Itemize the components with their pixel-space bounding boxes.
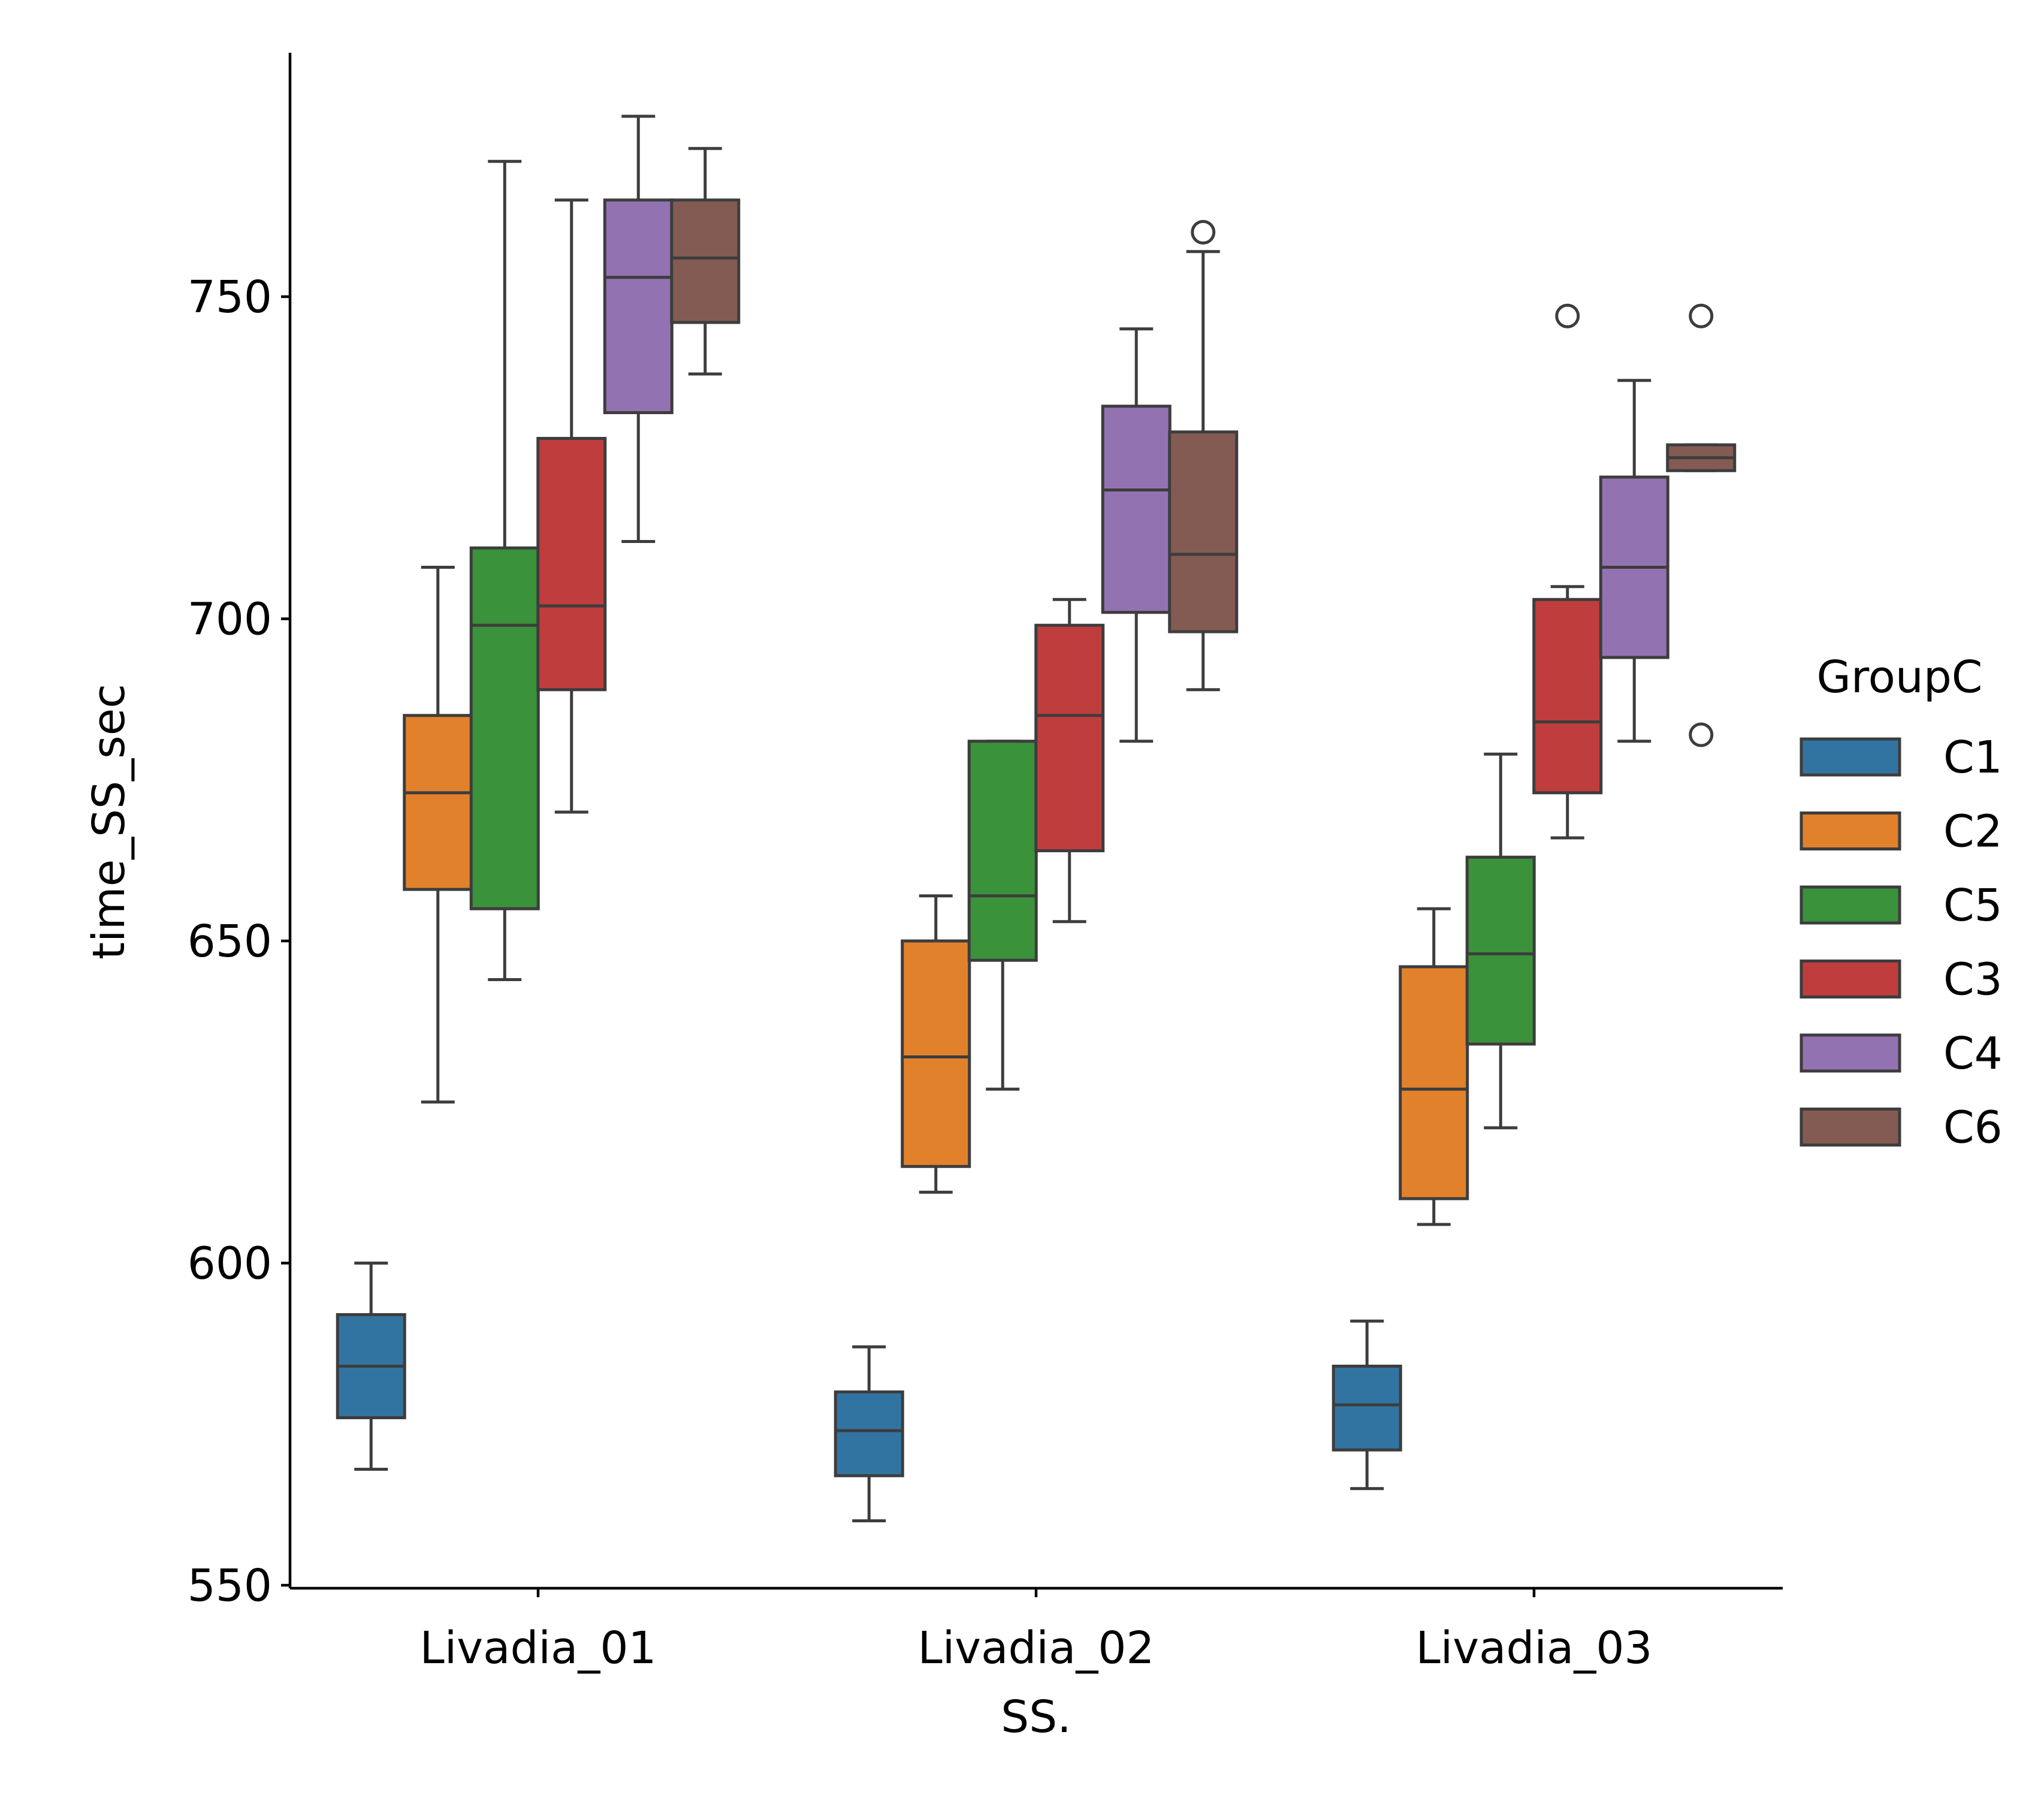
- box-C6-Livadia_03: [1666, 303, 1737, 747]
- box-C2-Livadia_02: [901, 894, 971, 1194]
- y-tick-label: 550: [188, 1560, 272, 1612]
- x-tick-label: Livadia_01: [420, 1622, 657, 1674]
- box-body: [967, 740, 1038, 962]
- legend-swatch: [1800, 960, 1901, 998]
- box-C3-Livadia_01: [536, 198, 607, 814]
- box-C4-Livadia_03: [1599, 379, 1669, 743]
- box-body: [1168, 430, 1239, 633]
- box-C5-Livadia_01: [469, 159, 540, 981]
- outlier-point: [1689, 303, 1714, 328]
- legend-label: C3: [1943, 954, 2003, 1006]
- y-tick-label: 750: [188, 271, 272, 323]
- box-body: [1034, 623, 1105, 852]
- box-C3-Livadia_03: [1532, 303, 1603, 840]
- legend-item-C2: C2: [1800, 806, 2003, 858]
- outlier-point: [1555, 303, 1580, 328]
- legend-item-C4: C4: [1800, 1028, 2003, 1079]
- box-C5-Livadia_02: [967, 740, 1038, 1091]
- box-body: [1332, 1365, 1402, 1452]
- legend-swatch: [1800, 885, 1901, 925]
- box-body: [1465, 855, 1536, 1046]
- legend-item-C1: C1: [1800, 732, 2003, 783]
- x-tick-label: Livadia_02: [918, 1622, 1155, 1674]
- box-body: [536, 437, 607, 692]
- legend-label: C1: [1943, 732, 2003, 783]
- y-tick-label: 600: [188, 1238, 272, 1290]
- box-body: [603, 198, 674, 414]
- box-body: [901, 939, 971, 1168]
- legend-label: C5: [1943, 880, 2003, 931]
- y-tick-label: 700: [188, 594, 272, 645]
- box-C2-Livadia_01: [403, 566, 473, 1104]
- x-axis-title: SS.: [1001, 1691, 1071, 1743]
- box-C6-Livadia_02: [1168, 220, 1239, 692]
- y-axis-ticks: 550 600 650 700 750: [188, 271, 290, 1612]
- plot-area: [336, 114, 1737, 1522]
- legend-items: C1 C2 C5 C3 C4 C6: [1800, 732, 2003, 1154]
- legend-title: GroupC: [1817, 651, 1983, 703]
- box-C1-Livadia_01: [336, 1262, 406, 1471]
- legend-label: C4: [1943, 1028, 2003, 1079]
- legend-swatch: [1800, 1033, 1901, 1073]
- legend-item-C5: C5: [1800, 880, 2003, 931]
- legend-swatch: [1800, 811, 1901, 850]
- legend-item-C6: C6: [1800, 1102, 2003, 1154]
- box-body: [670, 198, 741, 324]
- box-body: [1101, 405, 1172, 614]
- legend-label: C2: [1943, 806, 2003, 858]
- box-body: [403, 714, 473, 891]
- box-body: [1399, 965, 1469, 1200]
- outlier-point: [1191, 220, 1216, 245]
- x-axis-ticks: Livadia_01 Livadia_02 Livadia_03: [420, 1588, 1653, 1674]
- legend-swatch: [1800, 1108, 1901, 1147]
- box-C2-Livadia_03: [1399, 907, 1469, 1226]
- box-C4-Livadia_02: [1101, 327, 1172, 743]
- box-C1-Livadia_03: [1332, 1319, 1402, 1491]
- box-body: [834, 1390, 904, 1477]
- y-axis-title: time_SS_sec: [83, 684, 135, 960]
- box-C6-Livadia_01: [670, 147, 741, 376]
- legend-item-C3: C3: [1800, 954, 2003, 1006]
- outlier-point: [1689, 722, 1714, 747]
- box-C3-Livadia_02: [1034, 598, 1105, 924]
- box-body: [469, 546, 540, 910]
- legend: GroupC C1 C2 C5 C3 C4 C6: [1800, 651, 2003, 1154]
- box-C4-Livadia_01: [603, 114, 674, 543]
- box-body: [1532, 598, 1603, 795]
- legend-swatch: [1800, 737, 1901, 777]
- y-tick-label: 650: [188, 916, 272, 967]
- legend-label: C6: [1943, 1102, 2003, 1154]
- box-C1-Livadia_02: [834, 1345, 904, 1522]
- x-tick-label: Livadia_03: [1416, 1622, 1653, 1674]
- box-C5-Livadia_03: [1465, 752, 1536, 1130]
